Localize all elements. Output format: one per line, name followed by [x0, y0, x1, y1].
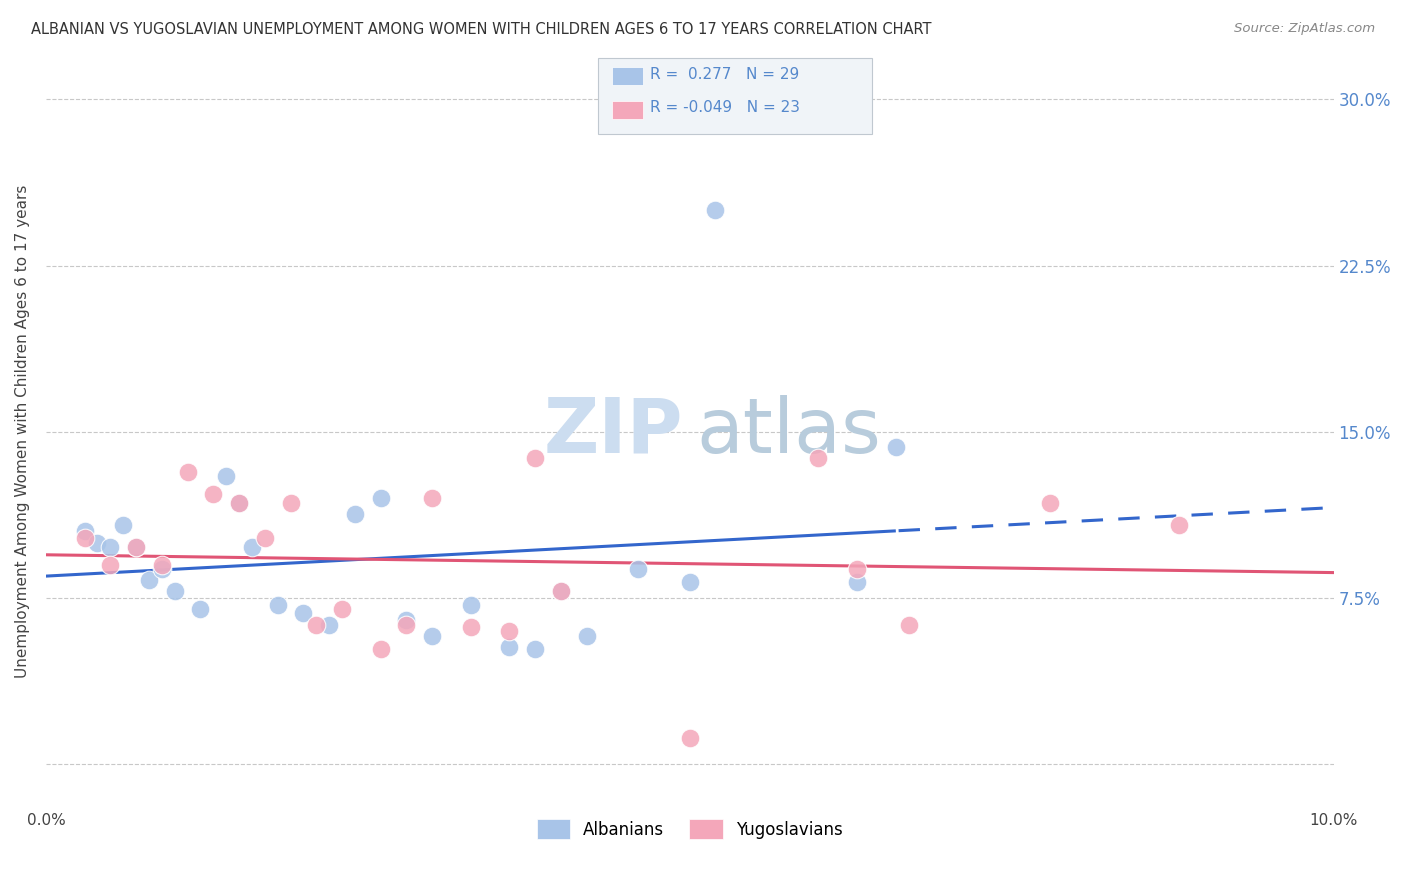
Point	[550, 584, 572, 599]
Point	[267, 598, 290, 612]
Point	[112, 517, 135, 532]
Point	[498, 640, 520, 654]
Point	[550, 584, 572, 599]
Point	[215, 469, 238, 483]
Point	[228, 496, 250, 510]
Point	[292, 607, 315, 621]
Text: Source: ZipAtlas.com: Source: ZipAtlas.com	[1234, 22, 1375, 36]
Point	[897, 617, 920, 632]
Point	[98, 558, 121, 572]
Point	[163, 584, 186, 599]
Point	[330, 602, 353, 616]
Text: ALBANIAN VS YUGOSLAVIAN UNEMPLOYMENT AMONG WOMEN WITH CHILDREN AGES 6 TO 17 YEAR: ALBANIAN VS YUGOSLAVIAN UNEMPLOYMENT AMO…	[31, 22, 931, 37]
Point	[176, 465, 198, 479]
Point	[370, 641, 392, 656]
Point	[98, 540, 121, 554]
Point	[73, 524, 96, 539]
Point	[807, 451, 830, 466]
Point	[240, 540, 263, 554]
Text: R =  0.277   N = 29: R = 0.277 N = 29	[650, 67, 799, 81]
Point	[253, 531, 276, 545]
Y-axis label: Unemployment Among Women with Children Ages 6 to 17 years: Unemployment Among Women with Children A…	[15, 186, 30, 679]
Point	[846, 575, 869, 590]
Point	[460, 598, 482, 612]
Point	[202, 487, 225, 501]
Point	[125, 540, 148, 554]
Point	[138, 573, 160, 587]
Point	[343, 507, 366, 521]
Point	[86, 535, 108, 549]
Text: ZIP: ZIP	[544, 395, 683, 469]
Point	[73, 531, 96, 545]
Point	[370, 491, 392, 506]
Point	[704, 203, 727, 218]
Point	[190, 602, 212, 616]
Point	[150, 562, 173, 576]
Point	[280, 496, 302, 510]
Point	[1168, 517, 1191, 532]
Point	[884, 440, 907, 454]
Point	[575, 629, 598, 643]
Text: R = -0.049   N = 23: R = -0.049 N = 23	[650, 101, 800, 115]
Point	[420, 629, 443, 643]
Point	[498, 624, 520, 639]
Point	[228, 496, 250, 510]
Point	[305, 617, 328, 632]
Point	[679, 731, 702, 745]
Point	[1039, 496, 1062, 510]
Point	[524, 641, 547, 656]
Point	[420, 491, 443, 506]
Legend: Albanians, Yugoslavians: Albanians, Yugoslavians	[530, 813, 849, 846]
Point	[460, 620, 482, 634]
Point	[627, 562, 650, 576]
Point	[395, 617, 418, 632]
Point	[679, 575, 702, 590]
Point	[318, 617, 340, 632]
Point	[524, 451, 547, 466]
Point	[125, 540, 148, 554]
Point	[150, 558, 173, 572]
Text: atlas: atlas	[696, 395, 882, 469]
Point	[846, 562, 869, 576]
Point	[395, 613, 418, 627]
